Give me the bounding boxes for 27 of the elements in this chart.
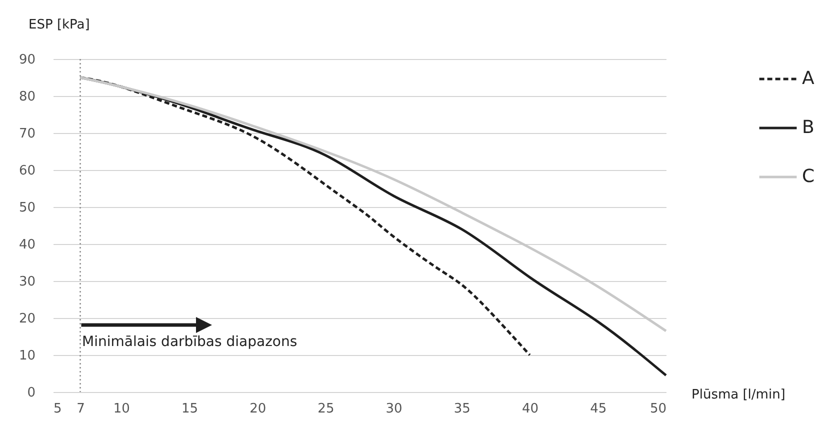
y-axis-title: ESP [kPa] (28, 18, 90, 32)
y-tick-label: 10 (18, 348, 36, 364)
x-tick-label: 45 (590, 402, 607, 416)
y-tick-label: 30 (18, 274, 36, 290)
y-tick-label: 40 (18, 238, 36, 252)
x-tick-label: 5 (54, 402, 62, 416)
x-tick-label: 40 (522, 402, 539, 416)
x-tick-label: 25 (318, 402, 334, 416)
y-tick-label: 50 (18, 200, 36, 216)
x-tick-label: 10 (113, 402, 130, 416)
x-axis-title: Plūsma [l/min] (692, 388, 786, 402)
y-tick-label: 80 (18, 90, 36, 104)
x-tick-label: 15 (181, 402, 198, 416)
y-tick-label: 70 (18, 126, 36, 142)
y-tick-label: 20 (18, 312, 36, 326)
x-tick-label: 50 (650, 402, 666, 416)
x-tick-label: 7 (76, 402, 85, 416)
x-tick-label: 20 (250, 402, 266, 416)
x-tick-label: 30 (386, 402, 402, 416)
legend-label: A (802, 68, 815, 89)
legend-label: C (802, 166, 815, 187)
y-tick-label: 90 (18, 52, 36, 68)
y-tick-label: 0 (27, 386, 36, 400)
y-tick-label: 60 (18, 164, 36, 178)
annotation: Minimālais darbības diapazons (82, 334, 298, 350)
legend-label: B (802, 117, 814, 138)
x-tick-label: 35 (454, 402, 470, 416)
